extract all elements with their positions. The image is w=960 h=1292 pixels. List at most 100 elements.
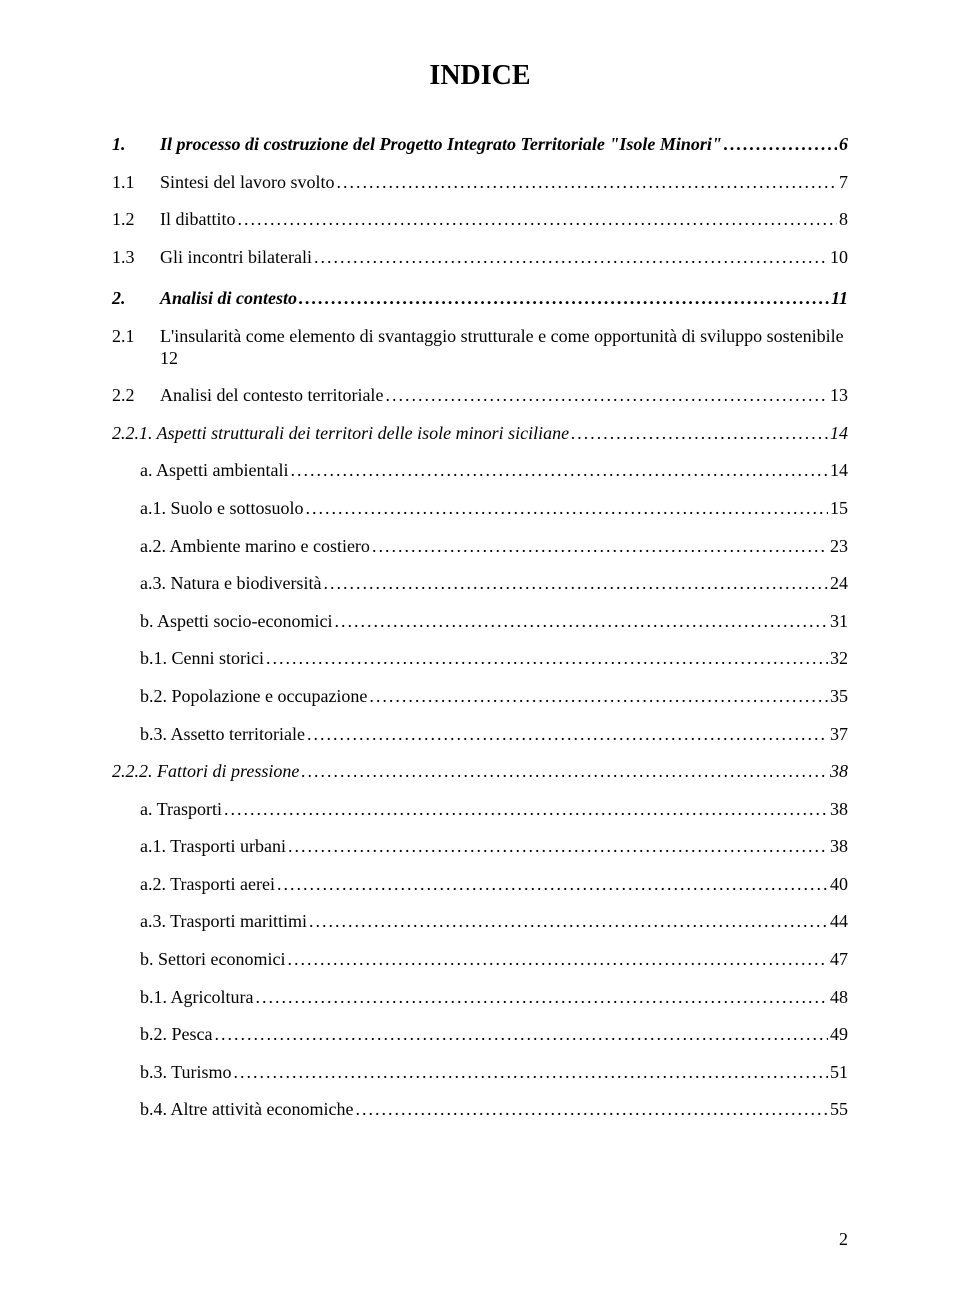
- toc-entry-page: 47: [830, 949, 848, 971]
- toc-entry-number: 2.2: [112, 385, 160, 407]
- toc-entry: 2.2Analisi del contesto territoriale 13: [112, 385, 848, 407]
- toc-leader: [287, 949, 828, 971]
- toc-entry-page: 44: [830, 911, 848, 933]
- toc-entry-text: a. Trasporti: [140, 799, 222, 821]
- toc-leader: [385, 385, 828, 407]
- toc-entry-text: b.1. Agricoltura: [140, 987, 253, 1009]
- toc-entry-page: 8: [839, 209, 848, 231]
- toc-entry: a.2. Trasporti aerei 40: [140, 874, 848, 896]
- toc-entry-text: a.1. Trasporti urbani: [140, 836, 286, 858]
- toc-entry: b. Aspetti socio-economici 31: [140, 611, 848, 633]
- toc-entry: b.3. Assetto territoriale 37: [140, 724, 848, 746]
- toc-entry-page: 14: [830, 460, 848, 482]
- toc-entry-text: a. Aspetti ambientali: [140, 460, 288, 482]
- toc-entry-page: 37: [830, 724, 848, 746]
- toc-entry: b. Settori economici47: [140, 949, 848, 971]
- toc-entry-text: b.3. Assetto territoriale: [140, 724, 305, 746]
- toc-entry-page: 6: [839, 134, 848, 156]
- toc-entry-text: Gli incontri bilaterali: [160, 247, 312, 269]
- toc-entry-page: 11: [831, 288, 848, 310]
- toc-entry: a. Aspetti ambientali 14: [140, 460, 848, 482]
- toc-leader: [372, 536, 828, 558]
- toc-entry-page: 31: [830, 611, 848, 633]
- toc-leader: [314, 247, 828, 269]
- toc-leader: [724, 134, 837, 156]
- toc-leader: [277, 874, 828, 896]
- toc-leader: [323, 573, 828, 595]
- toc-entry-page: 38: [830, 761, 848, 783]
- toc-entry: a.1. Suolo e sottosuolo 15: [140, 498, 848, 520]
- toc-entry: 2.Analisi di contesto 11: [112, 288, 848, 310]
- toc-leader: [301, 761, 828, 783]
- toc-entry: b.3. Turismo 51: [140, 1062, 848, 1084]
- toc-entry-text: a.1. Suolo e sottosuolo: [140, 498, 304, 520]
- toc-entry-page: 10: [830, 247, 848, 269]
- toc-entry-text: Il dibattito: [160, 209, 236, 231]
- toc-entry-page: 40: [830, 874, 848, 896]
- toc-entry: b.4. Altre attività economiche55: [140, 1099, 848, 1121]
- toc-entry-text: a.2. Trasporti aerei: [140, 874, 275, 896]
- toc-entry-page: 32: [830, 648, 848, 670]
- toc-entry-text: a.3. Trasporti marittimi: [140, 911, 307, 933]
- toc-entry-page: 24: [830, 573, 848, 595]
- toc-leader: [255, 987, 828, 1009]
- toc-entry: b.1. Agricoltura 48: [140, 987, 848, 1009]
- toc-entry-page: 23: [830, 536, 848, 558]
- toc-leader: [309, 911, 828, 933]
- toc-title: INDICE: [112, 60, 848, 92]
- toc-entry-page: 15: [830, 498, 848, 520]
- toc-list: 1.Il processo di costruzione del Progett…: [112, 134, 848, 1121]
- toc-entry-text: Analisi di contesto: [160, 288, 297, 310]
- toc-entry-text: b. Aspetti socio-economici: [140, 611, 332, 633]
- toc-entry-page: 13: [830, 385, 848, 407]
- toc-leader: [214, 1024, 828, 1046]
- toc-entry-text: Analisi del contesto territoriale: [160, 385, 383, 407]
- toc-entry-number: 1.: [112, 134, 160, 156]
- toc-entry-text: b.2. Popolazione e occupazione: [140, 686, 367, 708]
- toc-entry: 2.2.1. Aspetti strutturali dei territori…: [112, 423, 848, 445]
- toc-entry: a.3. Natura e biodiversità 24: [140, 573, 848, 595]
- toc-entry-page: 14: [830, 423, 848, 445]
- toc-entry-number: 1.1: [112, 172, 160, 194]
- toc-entry-number: 1.3: [112, 247, 160, 269]
- toc-entry: 1.2Il dibattito 8: [112, 209, 848, 231]
- toc-entry: a.2. Ambiente marino e costiero23: [140, 536, 848, 558]
- toc-entry-page: 55: [830, 1099, 848, 1121]
- toc-entry-page: 7: [839, 172, 848, 194]
- toc-leader: [307, 724, 828, 746]
- toc-leader: [369, 686, 828, 708]
- toc-entry-number: 2.1: [112, 326, 160, 348]
- toc-entry-page: 38: [830, 799, 848, 821]
- toc-entry-number: 1.2: [112, 209, 160, 231]
- toc-entry-text: 2.2.1. Aspetti strutturali dei territori…: [112, 423, 569, 445]
- toc-entry-text: Sintesi del lavoro svolto: [160, 172, 335, 194]
- toc-leader: [355, 1099, 828, 1121]
- toc-entry: 1.3Gli incontri bilaterali 10: [112, 247, 848, 269]
- toc-entry-page: 49: [830, 1024, 848, 1046]
- toc-entry-text: b.2. Pesca: [140, 1024, 212, 1046]
- toc-entry-page: 51: [830, 1062, 848, 1084]
- toc-entry: b.2. Pesca 49: [140, 1024, 848, 1046]
- page-number: 2: [839, 1229, 848, 1250]
- toc-entry-text: Il processo di costruzione del Progetto …: [160, 134, 722, 156]
- toc-entry-text: b.1. Cenni storici: [140, 648, 264, 670]
- toc-entry-text: L'insularità come elemento di svantaggio…: [160, 326, 844, 369]
- toc-leader: [334, 611, 828, 633]
- toc-leader: [288, 836, 828, 858]
- toc-entry: 2.2.2. Fattori di pressione 38: [112, 761, 848, 783]
- toc-leader: [290, 460, 828, 482]
- toc-entry-number: 2.: [112, 288, 160, 310]
- toc-entry: a.1. Trasporti urbani38: [140, 836, 848, 858]
- toc-entry: 2.1L'insularità come elemento di svantag…: [112, 326, 848, 369]
- toc-leader: [306, 498, 828, 520]
- toc-entry: b.2. Popolazione e occupazione35: [140, 686, 848, 708]
- toc-entry-page: 48: [830, 987, 848, 1009]
- toc-entry-text: 2.2.2. Fattori di pressione: [112, 761, 299, 783]
- toc-leader: [337, 172, 838, 194]
- toc-entry-text: b.3. Turismo: [140, 1062, 232, 1084]
- toc-entry-text: a.3. Natura e biodiversità: [140, 573, 321, 595]
- toc-leader: [299, 288, 829, 310]
- toc-leader: [238, 209, 838, 231]
- toc-entry: 1.Il processo di costruzione del Progett…: [112, 134, 848, 156]
- toc-leader: [234, 1062, 828, 1084]
